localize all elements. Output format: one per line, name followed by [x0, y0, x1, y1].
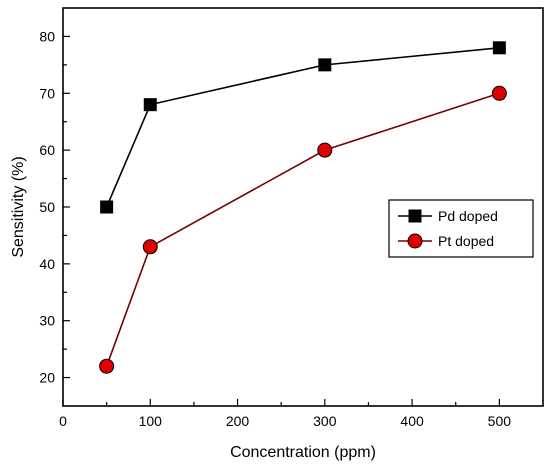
data-point	[100, 200, 114, 214]
legend-marker	[407, 233, 423, 249]
y-tick-label: 30	[39, 313, 55, 329]
x-tick-label: 500	[488, 413, 512, 429]
data-point	[143, 98, 157, 112]
series-1	[99, 85, 507, 374]
y-tick-label: 60	[39, 142, 55, 158]
data-point	[492, 41, 506, 55]
plot-frame	[62, 7, 544, 407]
series-line	[105, 92, 500, 367]
data-point	[142, 239, 158, 255]
legend-item: Pt doped	[398, 233, 494, 249]
y-tick-label: 20	[39, 370, 55, 386]
y-tick-label: 70	[39, 85, 55, 101]
data-point	[491, 85, 507, 101]
series-layer	[99, 41, 507, 374]
series-line	[105, 47, 500, 208]
x-tick-label: 100	[139, 413, 163, 429]
legend-label: Pd doped	[438, 208, 498, 224]
x-tick-label: 300	[313, 413, 337, 429]
legend: Pd doped Pt doped	[388, 199, 534, 258]
legend-label: Pt doped	[438, 233, 494, 249]
y-tick-label: 50	[39, 199, 55, 215]
y-tick-label: 40	[39, 256, 55, 272]
x-tick-label: 200	[226, 413, 250, 429]
y-axis-title: Sensitivity (%)	[10, 156, 27, 257]
legend-items: Pd doped Pt doped	[398, 208, 498, 249]
series-0	[100, 41, 506, 214]
data-point	[99, 358, 115, 374]
data-point	[317, 142, 333, 158]
x-tick-label: 400	[400, 413, 424, 429]
legend-item: Pd doped	[398, 208, 498, 224]
ticks-layer: 0 100 200 300 400 500 20 30 40 50 60 70 80	[39, 28, 511, 429]
data-point	[318, 58, 332, 72]
x-tick-label: 0	[59, 413, 67, 429]
x-axis-title: Concentration (ppm)	[230, 444, 376, 461]
y-tick-label: 80	[39, 28, 55, 44]
legend-marker	[408, 209, 422, 223]
